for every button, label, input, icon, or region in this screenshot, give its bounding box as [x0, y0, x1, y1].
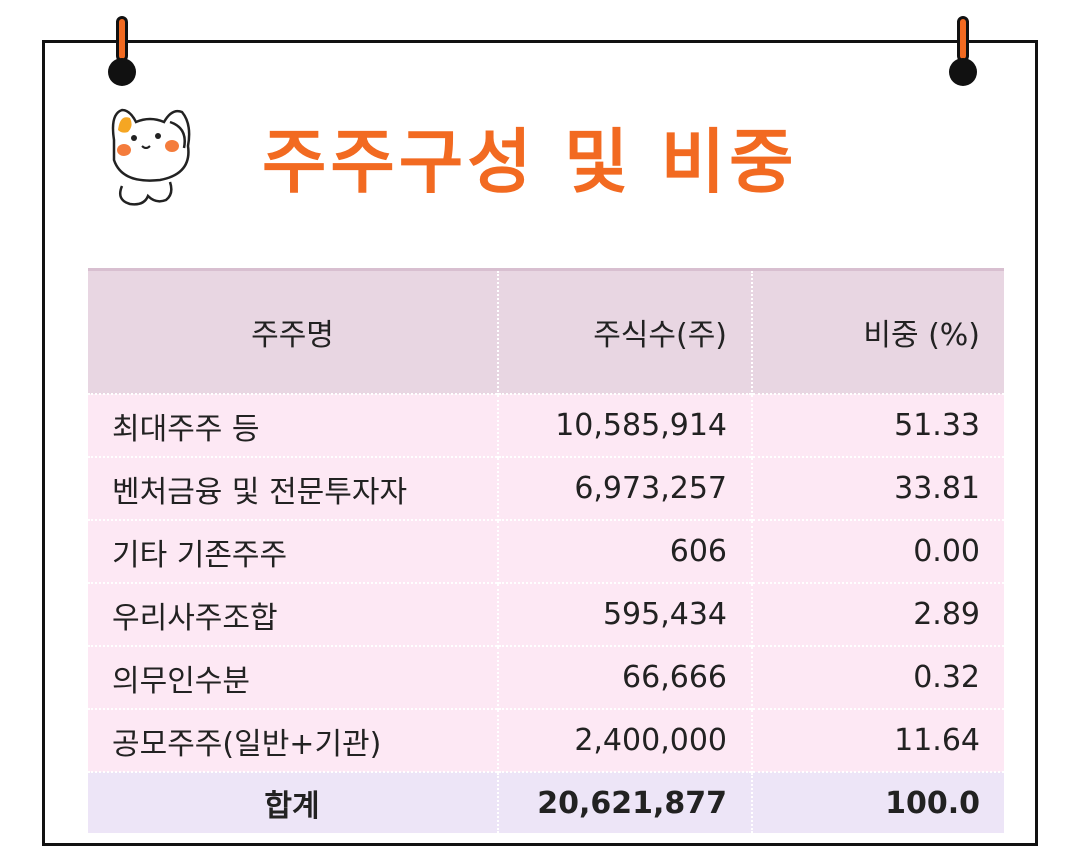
pin-icon [107, 16, 137, 86]
share-count: 6,973,257 [497, 456, 752, 520]
pin-icon [948, 16, 978, 86]
share-count: 606 [497, 519, 752, 583]
total-row: 합계 20,621,877 100.0 [88, 771, 1004, 833]
shareholder-name: 우리사주조합 [88, 582, 498, 646]
total-label: 합계 [88, 771, 498, 833]
shareholder-name: 기타 기존주주 [88, 519, 498, 583]
share-count: 2,400,000 [497, 708, 752, 772]
shareholder-name: 벤처금융 및 전문투자자 [88, 456, 498, 520]
share-count: 10,585,914 [497, 393, 752, 457]
shareholder-name: 공모주주(일반+기관) [88, 708, 498, 772]
table-row: 공모주주(일반+기관) 2,400,000 11.64 [88, 708, 1004, 772]
table-row: 기타 기존주주 606 0.00 [88, 519, 1004, 583]
shareholder-table: 주주명 주식수(주) 비중 (%) 최대주주 등 10,585,914 51.3… [88, 268, 1004, 833]
share-ratio: 11.64 [751, 708, 1004, 772]
share-ratio: 0.00 [751, 519, 1004, 583]
shareholder-name: 의무인수분 [88, 645, 498, 709]
cat-mascot-icon [111, 108, 191, 206]
share-count: 66,666 [497, 645, 752, 709]
share-ratio: 33.81 [751, 456, 1004, 520]
table-row: 최대주주 등 10,585,914 51.33 [88, 393, 1004, 457]
table-row: 벤처금융 및 전문투자자 6,973,257 33.81 [88, 456, 1004, 520]
header-name: 주주명 [88, 268, 498, 394]
share-ratio: 0.32 [751, 645, 1004, 709]
table-row: 의무인수분 66,666 0.32 [88, 645, 1004, 709]
share-ratio: 51.33 [751, 393, 1004, 457]
total-shares: 20,621,877 [497, 771, 752, 833]
table-header-row: 주주명 주식수(주) 비중 (%) [88, 268, 1004, 394]
share-count: 595,434 [497, 582, 752, 646]
total-ratio: 100.0 [751, 771, 1004, 833]
header-shares: 주식수(주) [497, 268, 752, 394]
share-ratio: 2.89 [751, 582, 1004, 646]
table-row: 우리사주조합 595,434 2.89 [88, 582, 1004, 646]
header-ratio: 비중 (%) [751, 268, 1004, 394]
page-title: 주주구성 및 비중 [262, 121, 798, 203]
shareholder-name: 최대주주 등 [88, 393, 498, 457]
